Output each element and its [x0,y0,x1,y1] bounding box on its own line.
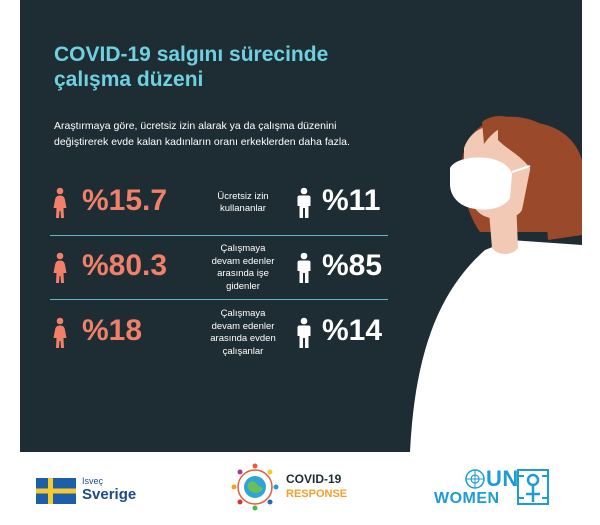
female-person-icon [53,187,67,218]
footer: Isveç Sverige COVID-19 RESPONSE UN WOMEN [20,452,582,525]
male-percentage: %14 [322,314,383,347]
stat-row-going-to-work: %80.3 Çalışmaya devam edenler arasında i… [48,238,388,298]
male-percentage: %11 [322,184,381,217]
un-women-symbol-icon [517,469,549,505]
page-title: COVID-19 salgını sürecinde çalışma düzen… [54,42,414,92]
male-person-icon [297,187,311,218]
sweden-logo: Isveç Sverige [36,472,156,512]
male-person-icon [297,317,311,348]
stat-label-line: çalışanlar [222,345,264,357]
female-percentage: %80.3 [82,249,168,282]
female-percentage: %15.7 [82,184,168,217]
stat-label-line: kullananlar [220,203,266,214]
stat-label-line: devam edenler [211,255,275,267]
stat-label-line: gidenler [226,280,260,292]
stat-label-line: arasında evden [210,333,276,344]
sweden-small-text: Isveç [82,476,104,486]
un-women-logo: UN WOMEN [434,466,574,512]
sweden-flag-icon [36,478,76,504]
covid-response-logo: COVID-19 RESPONSE [230,462,370,514]
stat-label-line: Ücretsiz izin [217,190,269,202]
un-text: UN [486,466,519,491]
stat-label: Çalışmaya devam edenler arasında işe gid… [198,238,288,298]
stat-row-unpaid-leave: %15.7 Ücretsiz izin kullananlar %11 [48,173,388,233]
female-percentage: %18 [82,314,143,347]
row-divider [50,299,388,300]
un-emblem-icon [465,469,485,489]
intro-text: Araştırmaya göre, ücretsiz izin alarak y… [54,118,414,150]
masked-woman-illustration [410,116,582,452]
stat-label: Çalışmaya devam edenler arasında evden ç… [198,303,288,363]
women-text: WOMEN [434,490,500,507]
stat-label-line: Çalışmaya [220,243,266,254]
title-line-2: çalışma düzeni [54,68,204,91]
infographic-card: COVID-19 salgını sürecinde çalışma düzen… [20,0,582,452]
title-line-1: COVID-19 salgını sürecinde [54,43,329,66]
covid-line-2: RESPONSE [286,488,348,500]
stat-label-line: arasında işe [217,268,269,279]
virus-globe-icon [231,463,279,511]
female-person-icon [53,252,67,283]
row-divider [50,235,388,236]
female-person-icon [53,317,67,348]
stat-label-line: Çalışmaya [220,308,266,319]
stat-row-working-from-home: %18 Çalışmaya devam edenler arasında evd… [48,303,388,363]
intro-line-1: Araştırmaya göre, ücretsiz izin alarak y… [54,120,337,132]
sweden-big-text: Sverige [82,486,137,503]
male-percentage: %85 [322,249,383,282]
intro-line-2: değiştirerek evde kalan kadınların oranı… [54,136,350,148]
covid-line-1: COVID-19 [286,472,342,486]
stat-label: Ücretsiz izin kullananlar [198,173,288,233]
stat-label-line: devam edenler [211,320,275,332]
male-person-icon [297,252,311,283]
